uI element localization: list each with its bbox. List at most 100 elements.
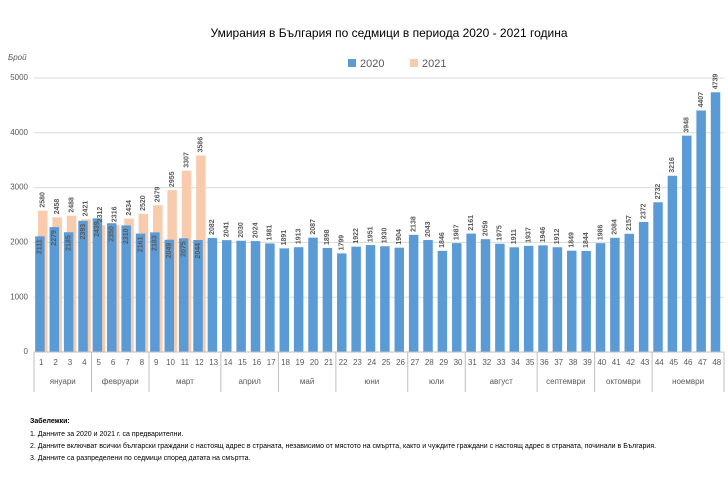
bar (63, 232, 74, 352)
x-tick-label: 4 (82, 358, 87, 367)
x-tick-label: 11 (181, 358, 190, 367)
month-label: юли (429, 377, 444, 386)
value-label: 2434 (126, 200, 133, 216)
x-tick-label: 18 (281, 358, 290, 367)
value-label: 2580 (40, 192, 47, 208)
y-tick-label: 3000 (10, 183, 28, 192)
bar (92, 218, 103, 352)
x-tick-label: 10 (166, 358, 175, 367)
x-tick-label: 34 (511, 358, 520, 367)
value-label: 2316 (111, 206, 118, 222)
bar (293, 247, 304, 352)
x-tick-label: 38 (569, 358, 578, 367)
x-tick-label: 3 (68, 358, 73, 367)
value-label: 1975 (497, 225, 504, 241)
x-tick-label: 28 (425, 358, 434, 367)
value-label: 2185 (65, 235, 72, 251)
x-tick-label: 7 (125, 358, 130, 367)
bar (365, 245, 376, 352)
value-label: 2157 (626, 215, 633, 231)
x-tick-label: 37 (554, 358, 563, 367)
bar (150, 232, 160, 352)
x-tick-label: 26 (396, 358, 405, 367)
bar (423, 240, 433, 352)
bar (480, 239, 491, 352)
x-tick-label: 19 (295, 358, 304, 367)
y-tick-label: 1000 (10, 292, 28, 301)
x-tick-label: 12 (195, 358, 204, 367)
legend-label: 2021 (422, 58, 446, 70)
x-tick-label: 9 (154, 358, 159, 367)
x-tick-label: 33 (497, 358, 506, 367)
x-tick-label: 36 (540, 358, 549, 367)
value-label: 3216 (669, 157, 676, 173)
value-label: 1981 (267, 225, 274, 241)
value-label: 1898 (324, 229, 331, 245)
bar (207, 237, 218, 352)
x-tick-label: 43 (640, 358, 649, 367)
month-label: февруари (102, 377, 139, 386)
month-label: ноември (672, 377, 704, 386)
value-label: 2350 (109, 226, 116, 242)
bar (610, 237, 620, 352)
value-label: 3586 (198, 137, 205, 153)
value-label: 2075 (180, 241, 187, 257)
bar (653, 202, 663, 352)
bar (121, 225, 131, 352)
value-label: 4739 (712, 74, 719, 90)
bar (509, 247, 520, 352)
value-label: 2059 (482, 220, 489, 236)
y-tick-label: 5000 (10, 73, 28, 82)
value-label: 2111 (37, 239, 44, 254)
value-label: 1913 (295, 228, 302, 244)
bar (78, 220, 88, 352)
value-label: 2183 (152, 235, 159, 251)
month-label: август (490, 377, 514, 386)
month-label: май (300, 377, 314, 386)
bar (495, 243, 505, 352)
bar (35, 236, 45, 352)
x-tick-label: 32 (482, 358, 491, 367)
legend-swatch (348, 59, 356, 67)
notes-title: Забележки: (30, 417, 70, 425)
value-label: 2439 (94, 221, 101, 237)
bar (437, 250, 448, 352)
bar (394, 247, 405, 352)
bar (638, 222, 649, 352)
bar (466, 233, 476, 352)
bar (164, 239, 175, 352)
bar (49, 227, 60, 352)
bar (308, 237, 318, 352)
value-label: 1912 (554, 229, 561, 245)
note: 1. Данните за 2020 и 2021 г. са предвари… (30, 431, 183, 438)
month-label: септември (546, 377, 585, 386)
value-label: 1922 (353, 228, 360, 244)
bar (452, 243, 462, 352)
month-label: март (176, 377, 194, 386)
value-label: 2044 (195, 243, 202, 259)
bar (178, 238, 189, 352)
value-label: 2041 (224, 221, 231, 237)
x-tick-label: 27 (410, 358, 419, 367)
value-label: 2421 (83, 201, 90, 217)
x-tick-label: 42 (626, 358, 635, 367)
value-label: 1846 (439, 232, 446, 248)
value-label: 1951 (367, 226, 374, 242)
value-label: 1799 (339, 235, 346, 251)
bar (322, 247, 333, 352)
x-tick-label: 48 (712, 358, 721, 367)
value-label: 2393 (80, 224, 87, 240)
bar (624, 233, 635, 352)
value-label: 2084 (612, 219, 619, 235)
value-label: 4407 (698, 92, 705, 108)
bar (380, 246, 390, 352)
x-tick-label: 30 (454, 358, 463, 367)
value-label: 1946 (540, 227, 547, 243)
legend-label: 2020 (360, 58, 384, 70)
x-tick-label: 13 (209, 358, 218, 367)
value-label: 1937 (525, 227, 532, 243)
note: 2. Данните включват всички български гра… (30, 442, 656, 450)
value-label: 2458 (54, 199, 61, 215)
x-tick-label: 14 (224, 358, 233, 367)
y-tick-label: 0 (24, 347, 29, 356)
